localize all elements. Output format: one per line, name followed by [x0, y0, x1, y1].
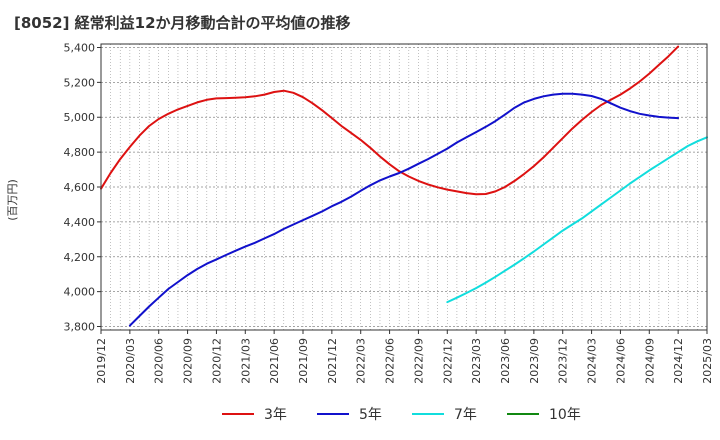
x-tick-label: 2022/03	[355, 338, 368, 384]
y-tick-label: 5,200	[64, 76, 96, 89]
legend-label: 5年	[359, 407, 382, 423]
y-tick-label: 3,800	[64, 321, 96, 334]
series-line-7年	[446, 136, 708, 304]
chart-title: [8052] 経常利益12か月移動合計の平均値の推移	[14, 14, 351, 32]
y-tick-label: 5,400	[64, 41, 96, 54]
x-tick-label: 2023/09	[528, 338, 541, 384]
legend-item: 7年	[412, 407, 477, 423]
x-tick-label: 2020/03	[124, 338, 137, 384]
x-tick-label: 2024/03	[586, 338, 599, 384]
x-axis: 2019/12 2020/03 2020/06 2020/09 2020/12 2021/…	[95, 330, 714, 384]
series-layer	[100, 45, 708, 327]
x-tick-label: 2020/06	[153, 338, 166, 384]
y-axis: 3,800 4,000 4,200 4,400 4,600 4,800 5,000 5,200…	[64, 41, 101, 334]
x-tick-label: 2020/12	[210, 338, 223, 384]
x-tick-label: 2023/12	[557, 338, 570, 384]
legend-label: 10年	[549, 407, 581, 423]
x-tick-label: 2021/09	[297, 338, 310, 384]
x-tick-label: 2021/03	[239, 338, 252, 384]
grid	[101, 44, 707, 330]
x-tick-label: 2021/06	[268, 338, 281, 384]
y-tick-label: 4,800	[64, 146, 96, 159]
y-tick-label: 4,600	[64, 181, 96, 194]
y-tick-label: 4,000	[64, 286, 96, 299]
y-tick-label: 4,200	[64, 251, 96, 264]
x-tick-label: 2023/03	[470, 338, 483, 384]
x-tick-label: 2021/12	[326, 338, 339, 384]
series-line-5年	[128, 92, 680, 327]
x-tick-label: 2024/12	[672, 338, 685, 384]
x-tick-label: 2019/12	[95, 338, 108, 384]
legend-label: 3年	[264, 407, 287, 423]
x-tick-label: 2022/09	[412, 338, 425, 384]
legend: 3年 5年 7年 10年	[222, 407, 581, 423]
x-tick-label: 2020/09	[182, 338, 195, 384]
plot-frame	[100, 43, 708, 331]
legend-label: 7年	[454, 407, 477, 423]
x-tick-label: 2022/12	[441, 338, 454, 384]
x-tick-label: 2023/06	[499, 338, 512, 384]
x-tick-label: 2024/09	[643, 338, 656, 384]
legend-item: 5年	[317, 407, 382, 423]
legend-item: 10年	[507, 407, 581, 423]
x-tick-label: 2024/06	[614, 338, 627, 384]
y-axis-label: (百万円)	[6, 179, 19, 221]
y-tick-label: 5,000	[64, 111, 96, 124]
y-tick-label: 4,400	[64, 216, 96, 229]
x-tick-label: 2025/03	[701, 338, 714, 384]
legend-item: 3年	[222, 407, 287, 423]
x-tick-label: 2022/06	[384, 338, 397, 384]
series-line-3年	[100, 45, 680, 196]
